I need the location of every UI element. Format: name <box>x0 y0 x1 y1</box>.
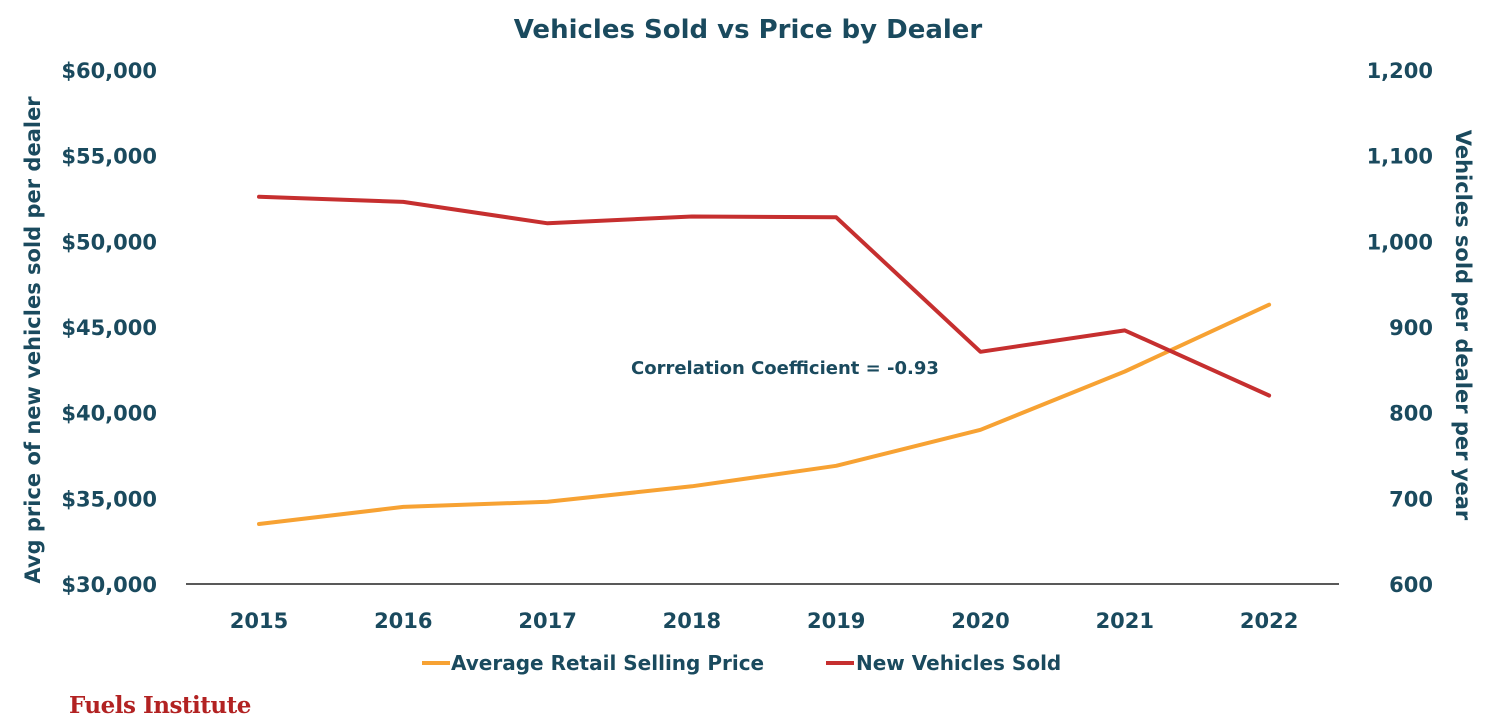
left-tick-label: $60,000 <box>61 59 157 83</box>
legend: Average Retail Selling Price New Vehicle… <box>422 651 1061 675</box>
right-tick-label: 900 <box>1389 316 1433 340</box>
x-tick-label: 2021 <box>1096 609 1154 633</box>
left-axis-ticks: $30,000 $35,000 $40,000 $45,000 $50,000 $55,0… <box>61 59 157 597</box>
x-axis-ticks: 2015 2016 2017 2018 2019 2020 2021 2022 <box>230 609 1299 633</box>
sold-series-line <box>257 194 1272 398</box>
left-tick-label: $35,000 <box>61 487 157 511</box>
left-axis-label: Avg price of new vehicles sold per deale… <box>21 96 45 584</box>
series-lines <box>257 194 1272 526</box>
left-tick-label: $40,000 <box>61 402 157 426</box>
x-tick-label: 2015 <box>230 609 288 633</box>
right-tick-label: 700 <box>1389 487 1433 511</box>
left-tick-label: $55,000 <box>61 145 157 169</box>
right-axis-label: Vehicles sold per dealer per year <box>1451 130 1475 521</box>
right-axis-ticks: 600 700 800 900 1,000 1,100 1,200 <box>1367 59 1433 597</box>
right-tick-label: 1,000 <box>1367 230 1433 254</box>
legend-label-sold: New Vehicles Sold <box>856 651 1061 675</box>
right-tick-label: 800 <box>1389 402 1433 426</box>
x-tick-label: 2017 <box>518 609 576 633</box>
left-tick-label: $30,000 <box>61 573 157 597</box>
right-tick-label: 1,100 <box>1367 145 1433 169</box>
legend-label-price: Average Retail Selling Price <box>451 651 764 675</box>
left-tick-label: $50,000 <box>61 230 157 254</box>
x-tick-label: 2019 <box>807 609 865 633</box>
right-tick-label: 600 <box>1389 573 1433 597</box>
x-tick-label: 2016 <box>374 609 432 633</box>
fuels-institute-logo: Fuels Institute <box>69 692 251 719</box>
correlation-annotation: Correlation Coefficient = -0.93 <box>631 358 939 379</box>
x-tick-label: 2022 <box>1240 609 1298 633</box>
chart-title: Vehicles Sold vs Price by Dealer <box>514 15 983 45</box>
price-series-line <box>257 302 1272 526</box>
right-tick-label: 1,200 <box>1367 59 1433 83</box>
x-tick-label: 2020 <box>951 609 1009 633</box>
x-tick-label: 2018 <box>663 609 721 633</box>
left-tick-label: $45,000 <box>61 316 157 340</box>
